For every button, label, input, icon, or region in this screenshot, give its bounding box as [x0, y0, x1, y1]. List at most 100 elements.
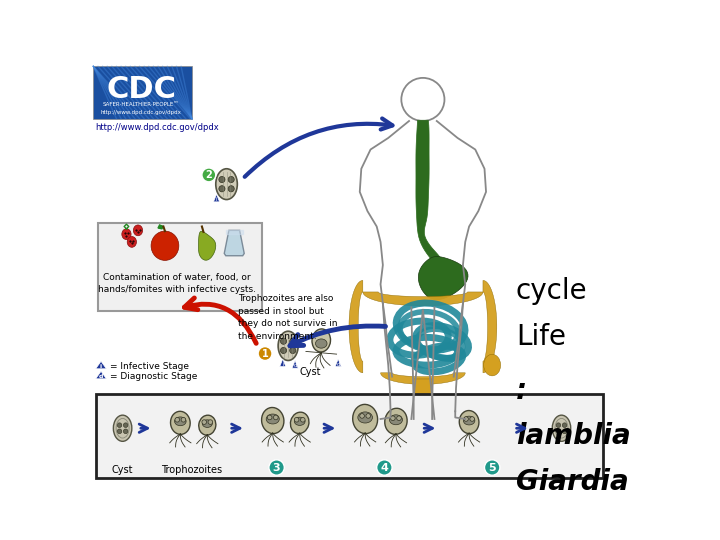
- Text: CDC: CDC: [106, 75, 176, 104]
- Ellipse shape: [171, 411, 190, 434]
- Circle shape: [258, 347, 272, 361]
- Polygon shape: [381, 373, 465, 384]
- Circle shape: [281, 347, 287, 354]
- Text: Trophozoites are also
passed in stool but
they do not survive in
the environment: Trophozoites are also passed in stool bu…: [238, 294, 338, 341]
- Ellipse shape: [290, 412, 309, 434]
- Circle shape: [294, 417, 299, 422]
- Polygon shape: [483, 280, 497, 373]
- Text: 4: 4: [380, 462, 388, 472]
- Text: Trophozoites: Trophozoites: [161, 465, 222, 475]
- Circle shape: [556, 429, 561, 434]
- Text: Cyst: Cyst: [112, 465, 133, 475]
- Polygon shape: [96, 372, 107, 379]
- Text: d: d: [336, 362, 340, 367]
- Ellipse shape: [315, 339, 327, 348]
- Polygon shape: [349, 280, 363, 373]
- Ellipse shape: [294, 417, 305, 426]
- Ellipse shape: [199, 415, 216, 435]
- Polygon shape: [199, 231, 216, 260]
- Circle shape: [464, 417, 468, 421]
- Ellipse shape: [484, 354, 500, 376]
- Ellipse shape: [216, 169, 238, 200]
- Circle shape: [117, 423, 122, 428]
- Polygon shape: [226, 231, 243, 234]
- Text: http://www.dpd.cdc.gov/dpdx: http://www.dpd.cdc.gov/dpdx: [101, 110, 181, 115]
- Text: 1: 1: [261, 348, 269, 359]
- Circle shape: [281, 338, 287, 345]
- Circle shape: [202, 168, 216, 182]
- Circle shape: [360, 414, 364, 418]
- Circle shape: [219, 177, 225, 183]
- Text: = Diagnostic Stage: = Diagnostic Stage: [110, 372, 198, 381]
- Ellipse shape: [266, 414, 279, 424]
- Text: 5: 5: [488, 462, 496, 472]
- Text: Contamination of water, food, or
hands/fomites with infective cysts.: Contamination of water, food, or hands/f…: [97, 273, 256, 294]
- Circle shape: [228, 186, 234, 192]
- Text: 2: 2: [205, 170, 212, 180]
- Ellipse shape: [384, 408, 407, 434]
- Ellipse shape: [464, 416, 475, 425]
- Circle shape: [267, 415, 272, 420]
- Text: d: d: [99, 374, 103, 379]
- Ellipse shape: [552, 415, 571, 441]
- Circle shape: [470, 417, 474, 421]
- Polygon shape: [158, 225, 163, 229]
- Ellipse shape: [202, 420, 212, 428]
- Circle shape: [562, 429, 567, 434]
- Text: Giardia: Giardia: [516, 468, 629, 496]
- Polygon shape: [96, 361, 107, 369]
- Ellipse shape: [127, 237, 137, 247]
- Text: http://www.dpd.cdc.gov/dpdx: http://www.dpd.cdc.gov/dpdx: [95, 123, 219, 132]
- Circle shape: [274, 415, 278, 420]
- Ellipse shape: [278, 331, 298, 361]
- Text: cycle: cycle: [516, 277, 588, 305]
- Circle shape: [390, 416, 395, 421]
- Ellipse shape: [122, 229, 131, 240]
- Ellipse shape: [459, 410, 479, 434]
- Polygon shape: [363, 292, 483, 306]
- Polygon shape: [335, 359, 341, 367]
- Circle shape: [117, 429, 122, 434]
- Polygon shape: [279, 359, 286, 367]
- Polygon shape: [213, 194, 220, 202]
- Circle shape: [123, 429, 128, 434]
- Circle shape: [175, 417, 179, 422]
- Text: i: i: [282, 362, 284, 367]
- Circle shape: [228, 177, 234, 183]
- Circle shape: [208, 420, 212, 424]
- Ellipse shape: [174, 417, 186, 426]
- Ellipse shape: [358, 412, 372, 423]
- Polygon shape: [418, 256, 468, 300]
- Circle shape: [269, 460, 284, 475]
- Polygon shape: [416, 120, 440, 264]
- Polygon shape: [414, 379, 432, 403]
- Text: Life: Life: [516, 322, 566, 350]
- Polygon shape: [292, 361, 298, 368]
- Ellipse shape: [151, 231, 179, 260]
- Text: 3: 3: [273, 462, 280, 472]
- Text: Cyst: Cyst: [300, 367, 321, 377]
- Circle shape: [202, 420, 207, 424]
- Ellipse shape: [390, 415, 402, 425]
- Circle shape: [181, 417, 186, 422]
- Ellipse shape: [261, 408, 284, 434]
- Circle shape: [556, 423, 561, 428]
- Circle shape: [485, 460, 500, 475]
- Circle shape: [219, 186, 225, 192]
- Ellipse shape: [353, 404, 377, 434]
- Text: i: i: [216, 197, 217, 202]
- Circle shape: [377, 460, 392, 475]
- FancyBboxPatch shape: [98, 222, 262, 311]
- Text: = Infective Stage: = Infective Stage: [110, 362, 189, 371]
- Text: SAFER·HEALTHIER·PEOPLE™: SAFER·HEALTHIER·PEOPLE™: [103, 102, 179, 106]
- Circle shape: [289, 338, 296, 345]
- Text: :: :: [516, 377, 527, 404]
- FancyBboxPatch shape: [94, 66, 192, 119]
- Circle shape: [397, 416, 401, 421]
- Ellipse shape: [312, 329, 330, 352]
- Circle shape: [366, 414, 371, 418]
- Circle shape: [289, 347, 296, 354]
- Polygon shape: [224, 231, 244, 256]
- Ellipse shape: [113, 415, 132, 441]
- Text: lamblia: lamblia: [516, 422, 631, 450]
